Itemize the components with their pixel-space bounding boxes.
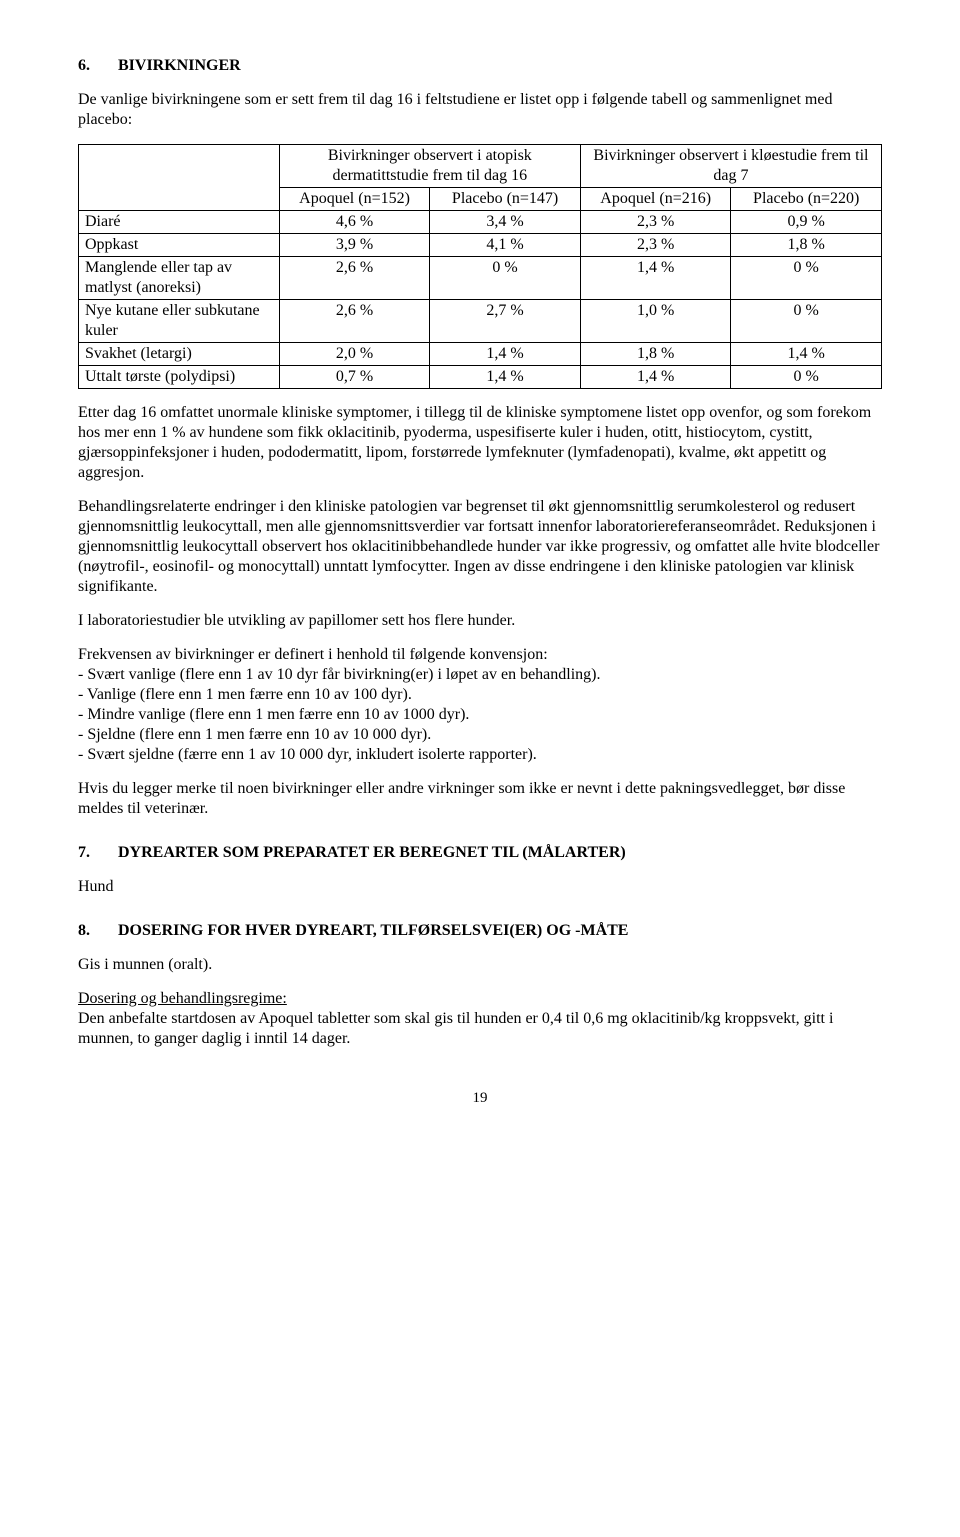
row-val: 0,7 % bbox=[279, 366, 430, 389]
subheader-text: Placebo (n=147) bbox=[436, 189, 574, 209]
row-val: 4,1 % bbox=[430, 234, 581, 257]
section-8-dosing-block: Dosering og behandlingsregime: Den anbef… bbox=[78, 989, 882, 1049]
row-val: 1,0 % bbox=[580, 300, 731, 343]
page-number: 19 bbox=[78, 1089, 882, 1108]
row-val: 1,4 % bbox=[580, 366, 731, 389]
row-val: 3,4 % bbox=[430, 211, 581, 234]
frequency-line: - Svært sjeldne (færre enn 1 av 10 000 d… bbox=[78, 745, 882, 765]
row-val: 1,4 % bbox=[430, 366, 581, 389]
row-val: 2,7 % bbox=[430, 300, 581, 343]
table-header-row-1: Bivirkninger observert i atopisk dermati… bbox=[79, 145, 882, 188]
table-row: Manglende eller tap av matlyst (anoreksi… bbox=[79, 257, 882, 300]
row-val: 2,6 % bbox=[279, 257, 430, 300]
section-6-heading: 6. BIVIRKNINGER bbox=[78, 56, 882, 76]
row-val: 4,6 % bbox=[279, 211, 430, 234]
subheader-text: Placebo (n=220) bbox=[737, 189, 875, 209]
section-8-subhead: Dosering og behandlingsregime: bbox=[78, 990, 287, 1007]
row-val: 2,3 % bbox=[580, 234, 731, 257]
table-header-itch: Bivirkninger observert i kløestudie frem… bbox=[580, 145, 881, 188]
row-label: Diaré bbox=[79, 211, 280, 234]
section-8-num: 8. bbox=[78, 921, 114, 941]
row-val: 1,4 % bbox=[580, 257, 731, 300]
section-7-title: DYREARTER SOM PREPARATET ER BEREGNET TIL… bbox=[118, 844, 626, 861]
frequency-intro: Frekvensen av bivirkninger er definert i… bbox=[78, 645, 882, 665]
table-row: Nye kutane eller subkutane kuler 2,6 % 2… bbox=[79, 300, 882, 343]
table-row: Uttalt tørste (polydipsi) 0,7 % 1,4 % 1,… bbox=[79, 366, 882, 389]
paragraph-papilloma: I laboratoriestudier ble utvikling av pa… bbox=[78, 611, 882, 631]
row-val: 2,3 % bbox=[580, 211, 731, 234]
table-row: Oppkast 3,9 % 4,1 % 2,3 % 1,8 % bbox=[79, 234, 882, 257]
row-val: 1,4 % bbox=[430, 343, 581, 366]
section-8-route: Gis i munnen (oralt). bbox=[78, 955, 882, 975]
frequency-line: - Mindre vanlige (flere enn 1 men færre … bbox=[78, 705, 882, 725]
row-label: Oppkast bbox=[79, 234, 280, 257]
row-val: 0,9 % bbox=[731, 211, 882, 234]
table-corner-cell bbox=[79, 145, 280, 211]
table-subheader: Apoquel (n=152) bbox=[279, 188, 430, 211]
table-subheader: Placebo (n=220) bbox=[731, 188, 882, 211]
paragraph-pathology: Behandlingsrelaterte endringer i den kli… bbox=[78, 497, 882, 597]
table-subheader: Placebo (n=147) bbox=[430, 188, 581, 211]
paragraph-report: Hvis du legger merke til noen bivirkning… bbox=[78, 779, 882, 819]
section-7-heading: 7. DYREARTER SOM PREPARATET ER BEREGNET … bbox=[78, 843, 882, 863]
row-val: 0 % bbox=[731, 300, 882, 343]
row-val: 1,4 % bbox=[731, 343, 882, 366]
table-header-atopic: Bivirkninger observert i atopisk dermati… bbox=[279, 145, 580, 188]
table-row: Diaré 4,6 % 3,4 % 2,3 % 0,9 % bbox=[79, 211, 882, 234]
row-val: 2,0 % bbox=[279, 343, 430, 366]
section-8-heading: 8. DOSERING FOR HVER DYREART, TILFØRSELS… bbox=[78, 921, 882, 941]
frequency-block: Frekvensen av bivirkninger er definert i… bbox=[78, 645, 882, 765]
section-6-intro: De vanlige bivirkningene som er sett fre… bbox=[78, 90, 882, 130]
section-7-body: Hund bbox=[78, 877, 882, 897]
row-val: 2,6 % bbox=[279, 300, 430, 343]
subheader-text: Apoquel (n=152) bbox=[286, 189, 424, 209]
frequency-line: - Sjeldne (flere enn 1 men færre enn 10 … bbox=[78, 725, 882, 745]
frequency-line: - Vanlige (flere enn 1 men færre enn 10 … bbox=[78, 685, 882, 705]
section-8-title: DOSERING FOR HVER DYREART, TILFØRSELSVEI… bbox=[118, 922, 628, 939]
section-7-num: 7. bbox=[78, 843, 114, 863]
table-subheader: Apoquel (n=216) bbox=[580, 188, 731, 211]
row-val: 3,9 % bbox=[279, 234, 430, 257]
frequency-line: - Svært vanlige (flere enn 1 av 10 dyr f… bbox=[78, 665, 882, 685]
row-label: Nye kutane eller subkutane kuler bbox=[79, 300, 280, 343]
row-label: Manglende eller tap av matlyst (anoreksi… bbox=[79, 257, 280, 300]
section-6-num: 6. bbox=[78, 56, 114, 76]
row-val: 1,8 % bbox=[580, 343, 731, 366]
row-label: Svakhet (letargi) bbox=[79, 343, 280, 366]
row-val: 0 % bbox=[430, 257, 581, 300]
row-val: 0 % bbox=[731, 366, 882, 389]
row-label: Uttalt tørste (polydipsi) bbox=[79, 366, 280, 389]
section-6-title: BIVIRKNINGER bbox=[118, 57, 241, 74]
row-val: 0 % bbox=[731, 257, 882, 300]
table-row: Svakhet (letargi) 2,0 % 1,4 % 1,8 % 1,4 … bbox=[79, 343, 882, 366]
section-8-dosing-text: Den anbefalte startdosen av Apoquel tabl… bbox=[78, 1010, 833, 1047]
row-val: 1,8 % bbox=[731, 234, 882, 257]
paragraph-after-day16: Etter dag 16 omfattet unormale kliniske … bbox=[78, 403, 882, 483]
adverse-events-table: Bivirkninger observert i atopisk dermati… bbox=[78, 144, 882, 389]
subheader-text: Apoquel (n=216) bbox=[587, 189, 725, 209]
